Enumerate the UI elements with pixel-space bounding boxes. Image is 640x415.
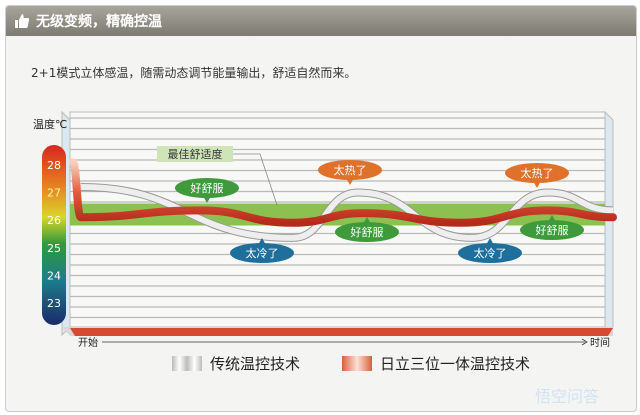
y-tick-label: 27 [47, 187, 61, 200]
callout-text: 好舒服 [191, 181, 224, 195]
callout-good: 好舒服 [520, 215, 584, 240]
temperature-scale-bar [42, 145, 66, 325]
time-axis-arrow [581, 338, 588, 346]
callout-text: 太冷了 [246, 247, 279, 260]
floor-red [70, 328, 613, 336]
comfort-leader-line [233, 153, 278, 206]
y-tick-label: 28 [47, 159, 61, 172]
comfort-label-box [157, 146, 233, 162]
legend-swatch-gray [172, 356, 202, 371]
y-axis-label: 温度℃ [33, 117, 67, 131]
callout-cold: 太冷了 [230, 238, 294, 263]
watermark: 悟空问答 [535, 387, 600, 406]
right-wall [604, 110, 614, 337]
legend-swatch-red [342, 356, 372, 371]
legend-label: 传统温控技术 [210, 355, 301, 373]
hitachi-curve [68, 158, 617, 227]
callout-text: 太热了 [334, 164, 367, 177]
y-tick-label: 23 [47, 297, 61, 310]
header-title: 无级变频，精确控温 [36, 14, 162, 30]
y-tick-label: 25 [47, 242, 61, 255]
callout-text: 太冷了 [474, 247, 507, 260]
callout-hot: 太热了 [505, 163, 569, 188]
callout-good: 好舒服 [175, 178, 239, 203]
thumbs-up-icon [15, 14, 30, 28]
callout-good: 好舒服 [335, 217, 399, 242]
callout-text: 太热了 [521, 167, 554, 180]
callout-hot: 太热了 [318, 160, 382, 185]
traditional-curve [80, 184, 614, 241]
callout-text: 好舒服 [351, 225, 384, 239]
comfort-label: 最佳舒适度 [168, 147, 223, 161]
callout-text: 好舒服 [536, 223, 569, 237]
legend-item-traditional: 传统温控技术 [172, 353, 300, 374]
callout-cold: 太冷了 [458, 238, 522, 263]
x-axis-end-label: 时间 [590, 336, 610, 349]
x-axis-start-label: 开始 [78, 336, 98, 349]
legend-item-hitachi: 日立三位一体温控技术 [342, 353, 530, 374]
subtitle: 2+1模式立体感温，随需动态调节能量输出，舒适自然而来。 [31, 66, 357, 80]
y-tick-label: 24 [47, 269, 61, 282]
header-bar: 无级变频，精确控温 [6, 6, 636, 36]
legend-label: 日立三位一体温控技术 [380, 355, 531, 373]
y-tick-label: 26 [47, 214, 61, 227]
